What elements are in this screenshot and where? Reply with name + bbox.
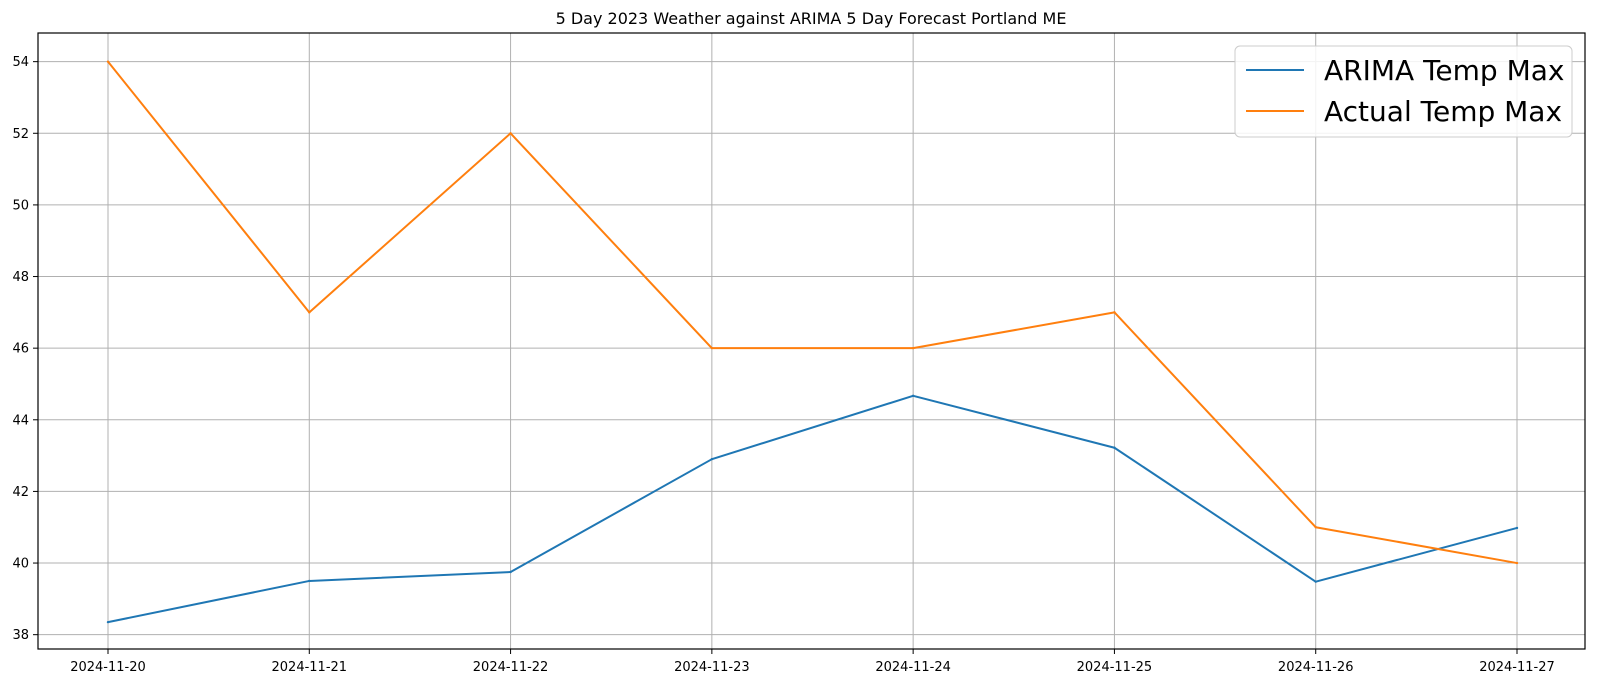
data-point-arima-temp-max [911,394,915,397]
x-tick-label: 2024-11-27 [1479,660,1555,675]
data-point-arima-temp-max [1515,526,1519,530]
x-tick-label: 2024-11-25 [1077,660,1153,675]
data-point-arima-temp-max [1314,580,1317,583]
data-point-arima-temp-max [106,620,110,624]
x-tick-label: 2024-11-26 [1278,660,1354,675]
y-tick-label: 42 [12,485,29,500]
x-tick-label: 2024-11-24 [875,660,951,675]
tick-layer: 2024-11-20 2024-11-21 2024-11-22 2024-11-23… [12,55,1554,675]
y-tick-label: 54 [12,55,29,70]
legend: ARIMA Temp Max Actual Temp Max [1234,45,1573,138]
data-point-actual-temp-max [710,346,714,350]
x-tick-label: 2024-11-20 [70,660,146,675]
series-line-arima-temp-max [107,394,1518,624]
legend-box [1234,45,1573,138]
x-tick-label: 2024-11-23 [674,660,750,675]
data-point-actual-temp-max [308,311,311,314]
series-line-actual-temp-max [107,61,1518,565]
data-point-actual-temp-max [1113,311,1116,314]
data-point-actual-temp-max [911,346,915,350]
y-tick-label: 40 [12,557,29,572]
data-point-arima-temp-max [509,570,512,574]
y-tick-label: 46 [12,342,29,357]
data-point-arima-temp-max [710,457,714,461]
legend-label-actual: Actual Temp Max [1324,95,1562,128]
y-tick-label: 52 [12,127,29,142]
y-tick-label: 50 [12,198,29,213]
data-point-actual-temp-max [106,60,110,63]
series-layer [106,60,1519,624]
data-point-actual-temp-max [1314,526,1317,529]
x-tick-label: 2024-11-21 [272,660,348,675]
y-tick-label: 44 [12,413,29,428]
plot-area-frame [37,32,1586,650]
data-point-arima-temp-max [1113,446,1116,449]
data-point-actual-temp-max [509,132,512,135]
data-point-actual-temp-max [1515,561,1519,565]
x-tick-label: 2024-11-22 [473,660,549,675]
y-tick-label: 38 [12,628,29,643]
y-tick-label: 48 [12,270,29,285]
data-point-arima-temp-max [308,579,311,583]
chart-title: 5 Day 2023 Weather against ARIMA 5 Day F… [556,9,1067,28]
legend-label-arima: ARIMA Temp Max [1324,54,1565,87]
